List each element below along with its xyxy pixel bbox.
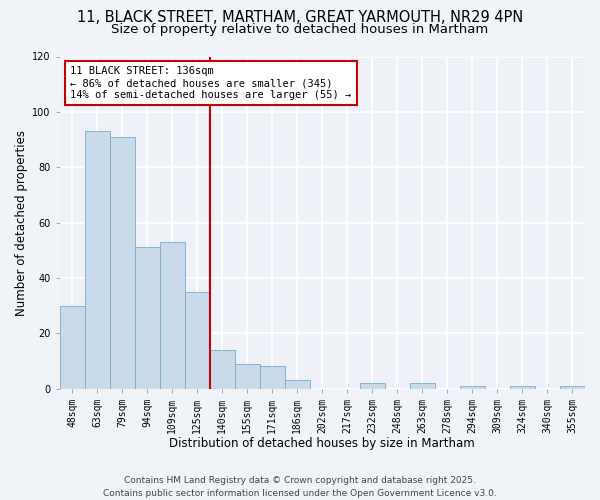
Bar xyxy=(85,131,110,388)
Bar xyxy=(110,136,135,388)
Text: 11 BLACK STREET: 136sqm
← 86% of detached houses are smaller (345)
14% of semi-d: 11 BLACK STREET: 136sqm ← 86% of detache… xyxy=(70,66,352,100)
Bar xyxy=(560,386,585,388)
Bar xyxy=(360,383,385,388)
Bar xyxy=(410,383,435,388)
Y-axis label: Number of detached properties: Number of detached properties xyxy=(15,130,28,316)
Bar xyxy=(510,386,535,388)
Bar xyxy=(59,306,85,388)
Bar xyxy=(160,242,185,388)
Bar xyxy=(460,386,485,388)
Bar xyxy=(235,364,260,388)
Bar xyxy=(185,292,210,388)
Text: 11, BLACK STREET, MARTHAM, GREAT YARMOUTH, NR29 4PN: 11, BLACK STREET, MARTHAM, GREAT YARMOUT… xyxy=(77,10,523,25)
Text: Size of property relative to detached houses in Martham: Size of property relative to detached ho… xyxy=(112,22,488,36)
Bar xyxy=(285,380,310,388)
Bar xyxy=(135,248,160,388)
Text: Contains HM Land Registry data © Crown copyright and database right 2025.
Contai: Contains HM Land Registry data © Crown c… xyxy=(103,476,497,498)
X-axis label: Distribution of detached houses by size in Martham: Distribution of detached houses by size … xyxy=(169,437,475,450)
Bar xyxy=(260,366,285,388)
Bar xyxy=(210,350,235,389)
